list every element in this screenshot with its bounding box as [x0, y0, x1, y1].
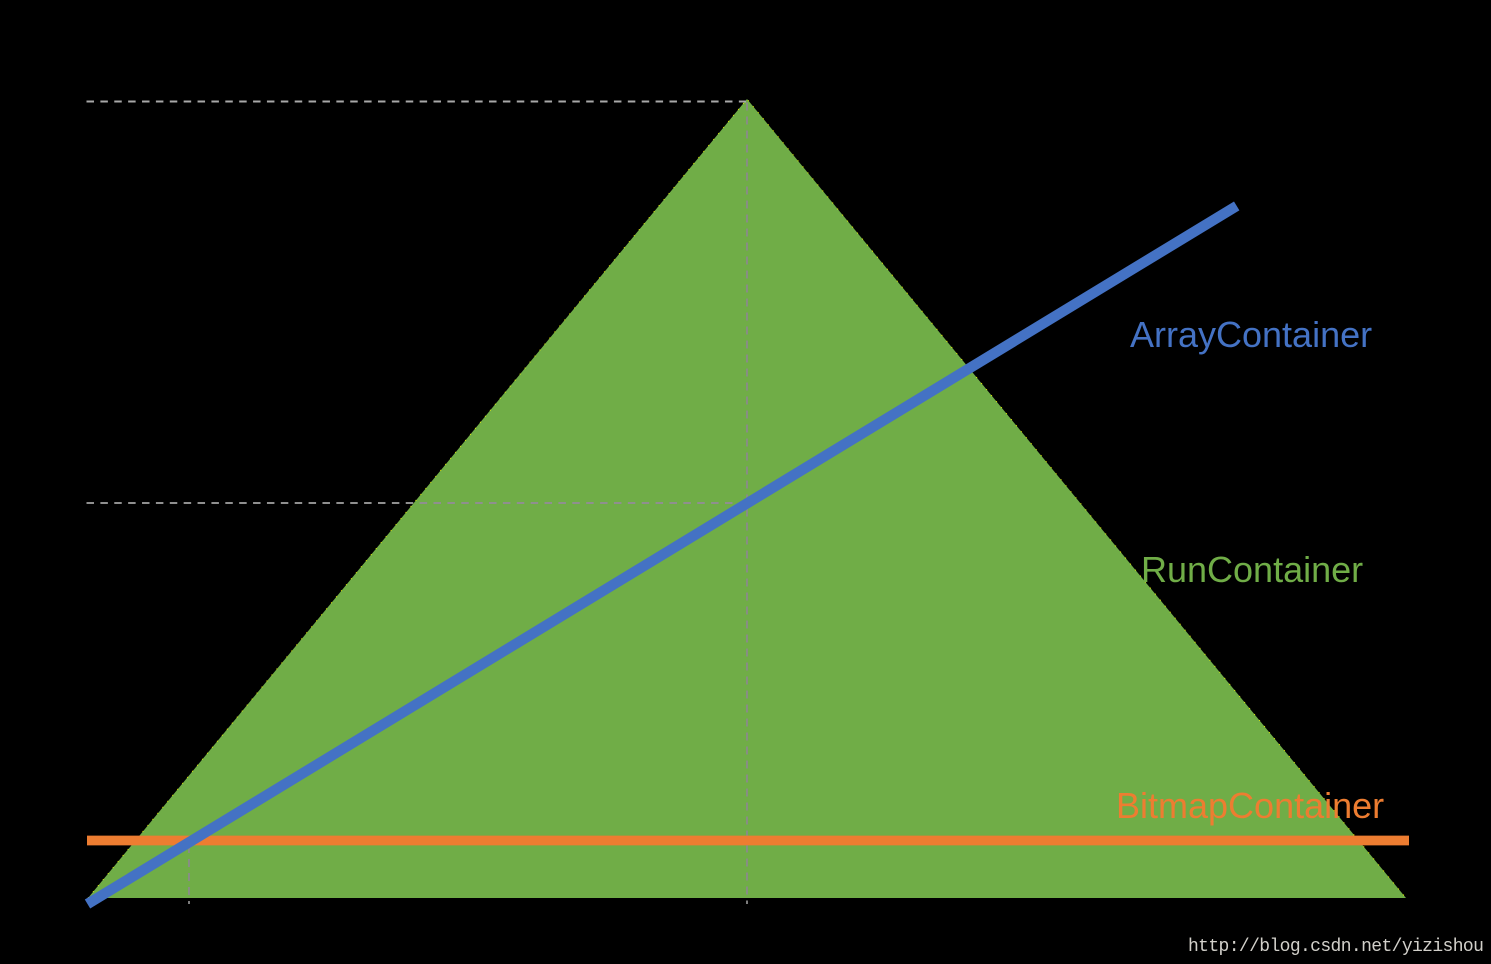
svg-text:RunContainer: RunContainer	[1141, 549, 1363, 590]
svg-text:http://blog.csdn.net/yizishou: http://blog.csdn.net/yizishou	[1188, 937, 1483, 957]
svg-text:BitmapContainer: BitmapContainer	[1116, 785, 1384, 826]
svg-text:ArrayContainer: ArrayContainer	[1130, 314, 1372, 355]
